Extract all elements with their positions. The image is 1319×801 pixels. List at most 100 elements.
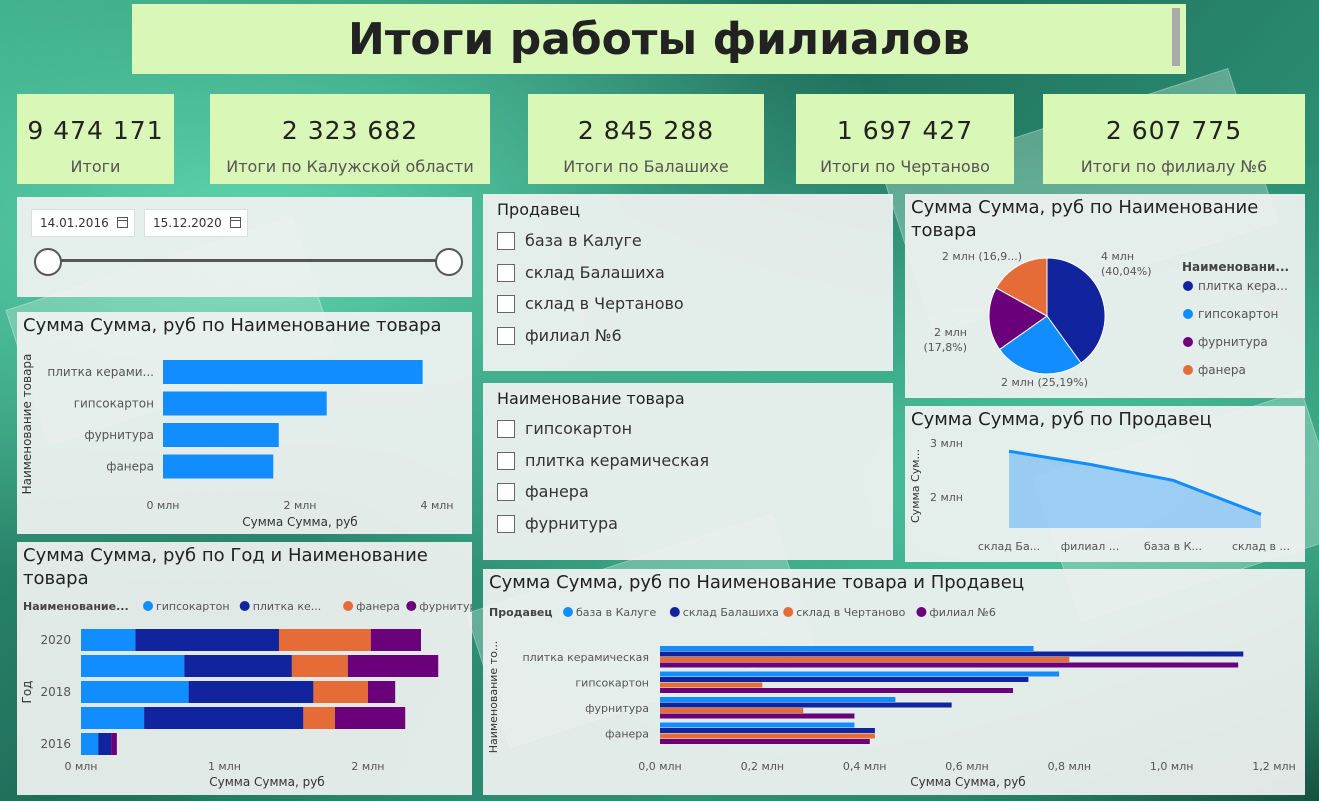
legend-title: Наименовани... <box>1182 260 1289 274</box>
kpi-label: Итоги <box>70 157 121 176</box>
seller-option[interactable]: склад в Чертаново <box>497 294 684 313</box>
slice-label: (17,8%) <box>923 341 967 354</box>
bar-chart-panel: Сумма Сумма, руб по Наименование товара … <box>17 312 472 534</box>
x-tick-label: 0 млн <box>64 760 97 773</box>
kpi-card-branch6: 2 607 775 Итоги по филиалу №6 <box>1043 94 1305 184</box>
pie-slice <box>988 287 1048 351</box>
kpi-value: 1 697 427 <box>836 116 974 145</box>
bar-segment <box>303 707 335 729</box>
category-label: гипсокартон <box>575 677 649 690</box>
y-axis-title: Сумма Сум... <box>909 449 922 523</box>
legend-label: фурнитура <box>419 600 472 613</box>
title-scroll-handle <box>1172 8 1180 66</box>
checkbox[interactable] <box>497 263 515 282</box>
seller-option[interactable]: филиал №6 <box>497 326 622 345</box>
legend-title: Продавец <box>489 606 553 619</box>
legend-label: плитка ке... <box>253 600 322 613</box>
bar <box>660 739 870 744</box>
x-tick-label: база в К... <box>1144 540 1202 553</box>
checkbox[interactable] <box>497 482 515 501</box>
seller-slicer: Продавец база в Калуге склад Балашиха ск… <box>483 194 893 371</box>
pie-slice <box>998 315 1082 375</box>
x-tick-label: 1,2 млн <box>1252 760 1296 773</box>
date-slider-start-handle[interactable] <box>34 248 62 276</box>
seller-option[interactable]: склад Балашиха <box>497 263 665 282</box>
product-option[interactable]: фанера <box>497 482 589 501</box>
legend-label: фанера <box>356 600 400 613</box>
bar <box>660 713 855 719</box>
legend-marker <box>916 607 927 617</box>
product-option[interactable]: гипсокартон <box>497 419 632 438</box>
legend-label: склад в Чертаново <box>796 606 905 619</box>
x-tick-label: 0 млн <box>146 499 179 512</box>
slice-label: (40,04%) <box>1101 265 1152 278</box>
kpi-value: 2 845 288 <box>577 116 715 145</box>
legend-marker <box>1183 365 1193 375</box>
calendar-icon[interactable] <box>117 217 128 228</box>
checkbox[interactable] <box>497 514 515 533</box>
bar <box>660 657 1070 662</box>
checkbox[interactable] <box>497 451 515 470</box>
checkbox[interactable] <box>497 231 515 250</box>
bar-segment <box>188 681 314 703</box>
bar-segment <box>81 629 136 651</box>
legend-marker <box>239 601 250 611</box>
calendar-icon[interactable] <box>230 217 241 228</box>
legend-label: база в Калуге <box>576 606 656 619</box>
report-title: Итоги работы филиалов <box>348 13 970 65</box>
bar-segment <box>98 733 112 755</box>
x-axis-title: Сумма Сумма, руб <box>209 775 324 789</box>
bar <box>660 662 1239 668</box>
bar-segment <box>81 707 145 729</box>
kpi-label: Итоги по филиалу №6 <box>1080 157 1268 176</box>
bar-segment <box>367 681 396 703</box>
legend-marker <box>1183 337 1193 347</box>
kpi-card-chertanovo: 1 697 427 Итоги по Чертаново <box>796 94 1014 184</box>
legend-label: фурнитура <box>1198 335 1268 349</box>
y-tick-label: 2016 <box>40 737 71 751</box>
bar <box>660 682 763 688</box>
legend-label: плитка кера... <box>1198 279 1288 293</box>
product-option[interactable]: плитка керамическая <box>497 451 709 470</box>
checkbox[interactable] <box>497 419 515 438</box>
checkbox[interactable] <box>497 294 515 313</box>
checkbox[interactable] <box>497 326 515 345</box>
y-tick-label: 2018 <box>40 685 71 699</box>
bar-segment <box>291 655 348 677</box>
chart-title: Сумма Сумма, руб по Год и Наименование т… <box>23 545 428 589</box>
chart-title: Сумма Сумма, руб по Наименование товара … <box>489 572 1025 593</box>
legend-label: филиал №6 <box>929 606 995 619</box>
category-label: фанера <box>605 728 649 741</box>
bar <box>163 454 274 479</box>
bar <box>660 722 855 728</box>
category-label: фанера <box>106 460 154 474</box>
bar <box>660 708 804 713</box>
x-tick-label: 1,0 млн <box>1150 760 1194 773</box>
legend-marker <box>1183 309 1193 319</box>
clustered-chart-panel: Сумма Сумма, руб по Наименование товара … <box>483 569 1305 795</box>
slice-label: 2 млн <box>934 326 967 339</box>
start-date-value: 14.01.2016 <box>40 216 109 230</box>
bar-segment <box>81 655 185 677</box>
option-label: гипсокартон <box>525 419 633 438</box>
area-line <box>1008 449 1262 516</box>
stacked-bar-chart-by-year: Наименование... гипсокартон плитка ке... фа… <box>20 600 472 789</box>
end-date-value: 15.12.2020 <box>153 216 222 230</box>
start-date-input[interactable]: 14.01.2016 <box>31 209 135 237</box>
slice-label: 4 млн <box>1101 250 1134 263</box>
date-range-slicer: 14.01.2016 15.12.2020 <box>17 197 472 297</box>
bar-segment <box>111 733 117 755</box>
bar-segment <box>347 655 439 677</box>
kpi-value: 2 607 775 <box>1105 116 1243 145</box>
kpi-card-balashikha: 2 845 288 Итоги по Балашихе <box>528 94 764 184</box>
product-option[interactable]: фурнитура <box>497 514 618 533</box>
bar <box>163 391 327 416</box>
date-slider-end-handle[interactable] <box>435 248 463 276</box>
seller-option[interactable]: база в Калуге <box>497 231 642 250</box>
legend-label: фанера <box>1198 363 1246 377</box>
end-date-input[interactable]: 15.12.2020 <box>144 209 248 237</box>
category-label: плитка керами... <box>47 365 154 379</box>
bar <box>660 697 896 702</box>
bar <box>660 671 1060 677</box>
x-tick-label: склад Ба... <box>978 540 1040 553</box>
